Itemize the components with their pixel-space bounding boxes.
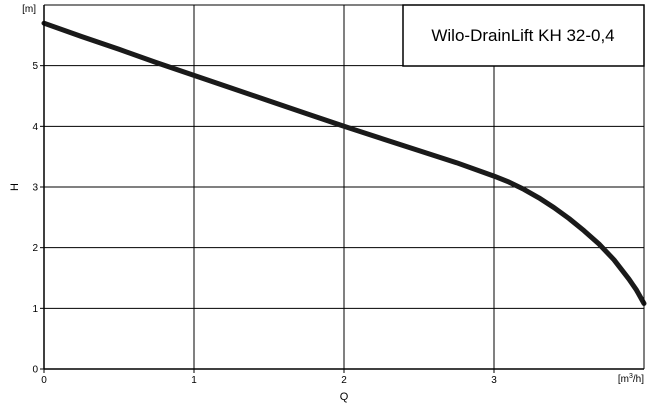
x-tick-label-3: 3	[491, 375, 497, 386]
y-axis-unit: [m]	[22, 4, 36, 15]
x-axis-unit: [m3/h]	[618, 373, 644, 385]
y-tick-label-3: 3	[32, 183, 38, 194]
x-tick-label-1: 1	[191, 375, 197, 386]
x-unit-superscript: 3	[629, 373, 633, 380]
curve-layer	[41, 20, 647, 306]
x-tick-label-2: 2	[341, 375, 347, 386]
y-tick-label-2: 2	[32, 243, 38, 254]
x-tick-label-0: 0	[41, 375, 47, 386]
x-axis-title: Q	[340, 391, 349, 403]
tick-label-layer: 0 1 2 3 4 5 0 1 2 3	[32, 61, 497, 386]
y-tick-label-5: 5	[32, 61, 38, 72]
pump-curve-line-0	[41, 20, 647, 306]
x-unit-base: [m	[618, 374, 629, 385]
y-tick-label-1: 1	[32, 304, 38, 315]
chart-title-box: Wilo-DrainLift KH 32-0,4	[402, 4, 645, 67]
chart-title: Wilo-DrainLift KH 32-0,4	[431, 26, 614, 45]
y-tick-label-4: 4	[32, 122, 38, 133]
title-box-border	[402, 4, 645, 67]
x-unit-tail: /h]	[633, 374, 644, 385]
y-axis-title: H	[9, 183, 21, 191]
y-tick-label-0: 0	[32, 365, 38, 376]
